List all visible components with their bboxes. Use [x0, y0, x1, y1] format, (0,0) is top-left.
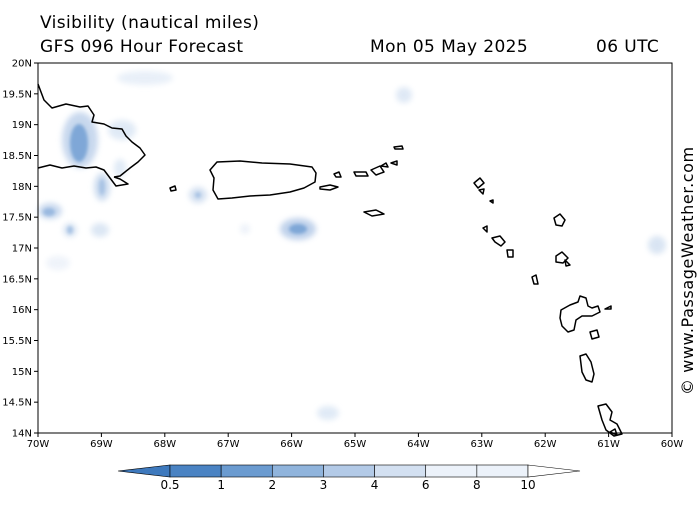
- colorbar-label: 8: [473, 478, 481, 492]
- lon-tick-label: 62W: [534, 439, 557, 450]
- colorbar-arrow-low: [117, 464, 171, 478]
- lat-tick-label: 18.5N: [2, 151, 32, 162]
- forecast-subtitle: GFS 096 Hour Forecast: [40, 37, 244, 57]
- lat-tick-label: 17N: [12, 244, 32, 255]
- sandbar-coast: [564, 259, 571, 267]
- colorbar-segment: [476, 464, 529, 478]
- lat-tick-label: 15N: [12, 367, 32, 378]
- coastlines: [37, 83, 623, 437]
- colorbar-label: 6: [422, 478, 430, 492]
- map-title: Visibility (nautical miles): [40, 13, 260, 33]
- lon-tick-label: 67W: [217, 439, 240, 450]
- forecast-date: Mon 05 May 2025: [370, 37, 529, 57]
- virgin-islands-coast: [353, 162, 389, 217]
- latitude-axis: 20N 19.5N 19N 18.5N 18N 17.5N 17N 16.5N 16N 15.5N…: [2, 59, 38, 440]
- lat-tick-label: 15.5N: [2, 336, 32, 347]
- lon-tick-label: 66W: [280, 439, 303, 450]
- lon-tick-label: 70W: [27, 439, 50, 450]
- lon-tick-label: 68W: [153, 439, 176, 450]
- lat-tick-label: 14N: [12, 429, 32, 440]
- lon-tick-label: 60W: [661, 439, 684, 450]
- map-frame: [37, 62, 673, 434]
- colorbar-segment: [374, 464, 427, 478]
- lon-tick-label: 61W: [597, 439, 620, 450]
- colorbar-label: 10: [520, 478, 535, 492]
- lon-tick-label: 69W: [90, 439, 113, 450]
- lon-tick-label: 63W: [470, 439, 493, 450]
- lat-tick-label: 16.5N: [2, 274, 32, 285]
- longitude-axis: 70W 69W 68W 67W 66W 65W 64W 63W 62W 61W 60W: [27, 433, 684, 450]
- colorbar-label: 0.5: [160, 478, 179, 492]
- colorbar-segment: [169, 464, 222, 478]
- puerto-rico-coast: [209, 160, 317, 200]
- lat-tick-label: 17.5N: [2, 213, 32, 224]
- visibility-shading: [38, 71, 666, 420]
- dominica-coast: [579, 353, 595, 383]
- colorbar-label: 3: [320, 478, 328, 492]
- guadeloupe-coast: [559, 295, 601, 333]
- hispaniola-coast: [37, 83, 146, 187]
- st-kitts-coast: [482, 225, 514, 258]
- colorbar-segment: [323, 464, 375, 478]
- st-martin-coast: [473, 177, 494, 204]
- montserrat-coast: [531, 274, 539, 285]
- martinique-coast: [597, 403, 623, 437]
- colorbar-segment: [425, 464, 478, 478]
- anegada-coast: [390, 145, 404, 166]
- culebra-coast: [333, 171, 342, 178]
- lat-tick-label: 20N: [12, 59, 32, 70]
- colorbar-label: 2: [268, 478, 276, 492]
- lat-tick-label: 16N: [12, 305, 32, 316]
- lon-tick-label: 65W: [344, 439, 367, 450]
- mona-coast: [169, 185, 177, 192]
- marie-galante-coast: [589, 329, 600, 340]
- lat-tick-label: 19N: [12, 120, 32, 131]
- colorbar-arrow-high: [527, 464, 581, 478]
- antigua-coast: [553, 213, 566, 227]
- lat-tick-label: 14.5N: [2, 398, 32, 409]
- lon-tick-label: 64W: [407, 439, 430, 450]
- colorbar-label: 1: [217, 478, 225, 492]
- colorbar-segment: [271, 464, 324, 478]
- colorbar-segment: [220, 464, 273, 478]
- forecast-time: 06 UTC: [596, 37, 660, 57]
- colorbar-label: 4: [371, 478, 379, 492]
- lat-tick-label: 19.5N: [2, 89, 32, 100]
- lat-tick-label: 18N: [12, 182, 32, 193]
- vieques-coast: [319, 184, 339, 191]
- desirade-coast: [604, 305, 612, 310]
- visibility-colorbar: 0.5 1 2 3 4 6 8 10: [117, 464, 581, 492]
